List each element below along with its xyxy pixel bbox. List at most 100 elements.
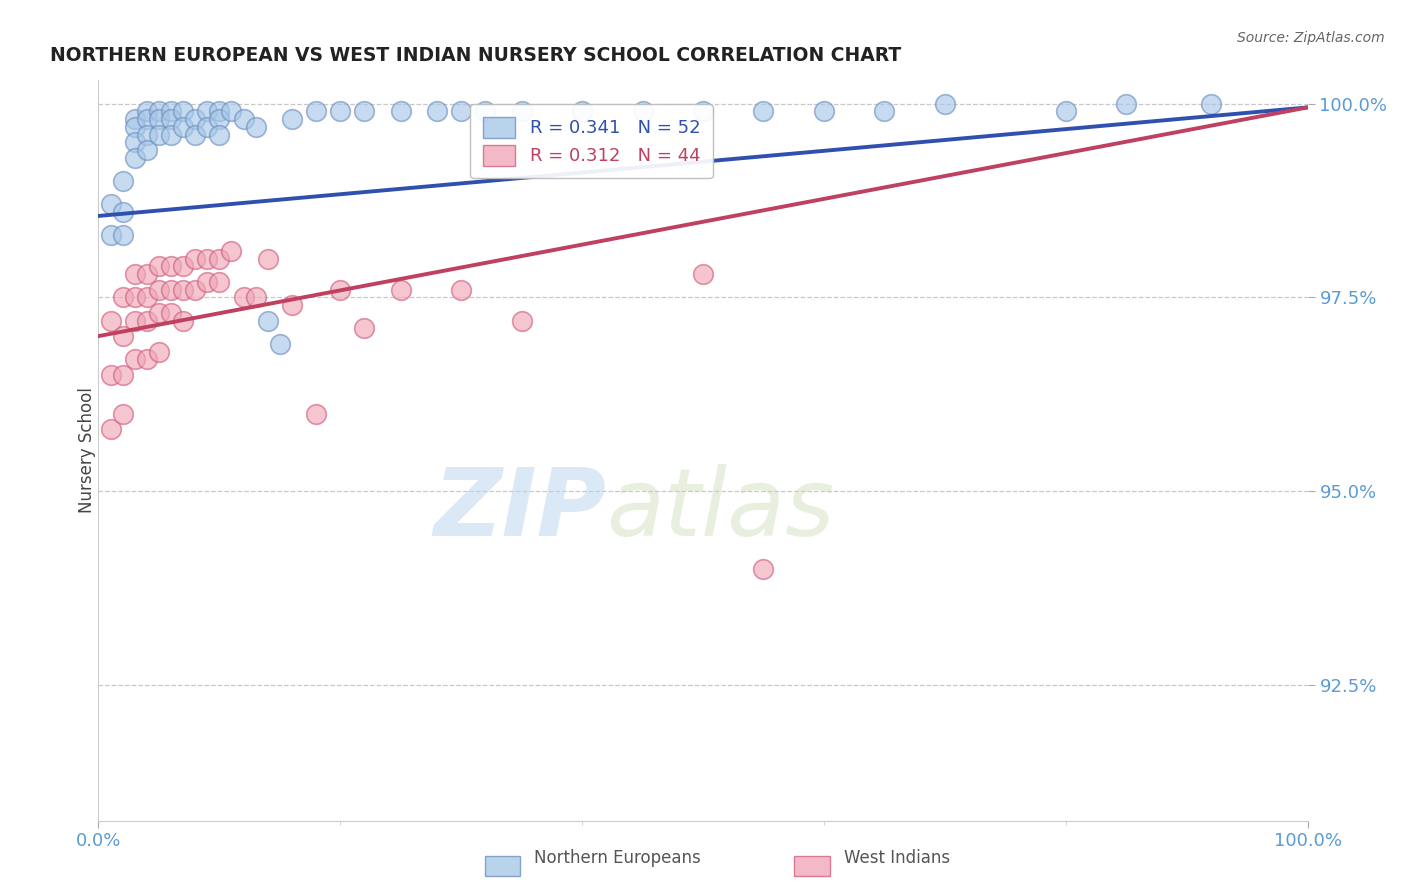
Point (195, 252, 218, 266)
Text: atlas: atlas (606, 464, 835, 555)
Point (329, 283, 352, 297)
Point (571, 104, 593, 119)
Point (281, 112, 304, 126)
Point (135, 267, 157, 281)
Point (111, 174, 134, 188)
Point (135, 112, 157, 126)
Point (172, 313, 194, 327)
Point (124, 112, 146, 126)
Point (111, 205, 134, 219)
Text: ZIP: ZIP (433, 464, 606, 556)
Point (474, 104, 496, 119)
Point (389, 283, 412, 297)
Point (450, 104, 472, 119)
Point (124, 136, 146, 150)
Point (873, 104, 896, 119)
Point (692, 104, 714, 119)
Text: Source: ZipAtlas.com: Source: ZipAtlas.com (1237, 31, 1385, 45)
Point (100, 228, 122, 243)
Point (135, 104, 157, 119)
Point (124, 290, 146, 304)
Point (208, 128, 231, 142)
Point (692, 267, 714, 281)
Point (208, 112, 231, 126)
Point (148, 283, 170, 297)
Point (160, 283, 183, 297)
Point (111, 290, 134, 304)
Point (245, 290, 267, 304)
Point (124, 120, 146, 134)
Point (221, 244, 243, 258)
Point (172, 260, 194, 274)
Point (184, 112, 207, 126)
Point (389, 104, 412, 119)
Point (124, 313, 146, 327)
Text: West Indians: West Indians (844, 849, 949, 867)
Point (160, 260, 183, 274)
Point (160, 128, 183, 142)
Point (232, 290, 254, 304)
Point (195, 120, 218, 134)
Point (135, 290, 157, 304)
Point (172, 283, 194, 297)
Y-axis label: Nursery School: Nursery School (79, 387, 96, 514)
Point (160, 112, 183, 126)
Point (752, 104, 775, 119)
Point (221, 104, 243, 119)
Point (184, 283, 207, 297)
Legend: R = 0.341   N = 52, R = 0.312   N = 44: R = 0.341 N = 52, R = 0.312 N = 44 (470, 104, 713, 178)
Point (353, 321, 375, 335)
Point (329, 104, 352, 119)
Point (232, 112, 254, 126)
Text: Northern Europeans: Northern Europeans (534, 849, 702, 867)
Point (148, 104, 170, 119)
Point (195, 104, 218, 119)
Point (124, 151, 146, 165)
Point (135, 352, 157, 367)
Point (148, 112, 170, 126)
Point (148, 306, 170, 320)
Point (111, 368, 134, 382)
Point (256, 252, 278, 266)
Point (631, 104, 654, 119)
Point (100, 197, 122, 211)
Point (148, 260, 170, 274)
Point (208, 104, 231, 119)
Point (510, 104, 533, 119)
Text: NORTHERN EUROPEAN VS WEST INDIAN NURSERY SCHOOL CORRELATION CHART: NORTHERN EUROPEAN VS WEST INDIAN NURSERY… (51, 45, 901, 65)
Point (111, 407, 134, 421)
Point (510, 313, 533, 327)
Point (256, 313, 278, 327)
Point (426, 104, 449, 119)
Point (245, 120, 267, 134)
Point (208, 252, 231, 266)
Point (1115, 96, 1137, 111)
Point (172, 104, 194, 119)
Point (160, 306, 183, 320)
Point (813, 104, 835, 119)
Point (934, 96, 956, 111)
Point (752, 562, 775, 576)
Point (450, 283, 472, 297)
Point (111, 228, 134, 243)
Point (100, 422, 122, 436)
Point (195, 275, 218, 289)
Point (135, 313, 157, 327)
Point (124, 267, 146, 281)
Point (184, 128, 207, 142)
Point (111, 329, 134, 343)
Point (160, 104, 183, 119)
Point (100, 368, 122, 382)
Point (1199, 96, 1222, 111)
Point (148, 344, 170, 359)
Point (353, 104, 375, 119)
Point (305, 407, 328, 421)
Point (135, 143, 157, 157)
Point (269, 336, 291, 351)
Point (148, 128, 170, 142)
Point (124, 352, 146, 367)
Point (281, 298, 304, 312)
Point (172, 120, 194, 134)
Point (135, 128, 157, 142)
Point (305, 104, 328, 119)
